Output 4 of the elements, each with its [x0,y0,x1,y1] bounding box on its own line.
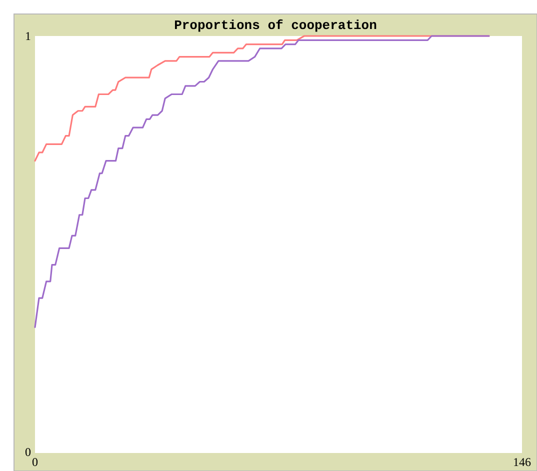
chart-title: Proportions of cooperation [174,18,378,33]
x-tick-label: 146 [513,455,531,469]
y-tick-label: 1 [25,29,31,44]
line-series [34,35,490,328]
